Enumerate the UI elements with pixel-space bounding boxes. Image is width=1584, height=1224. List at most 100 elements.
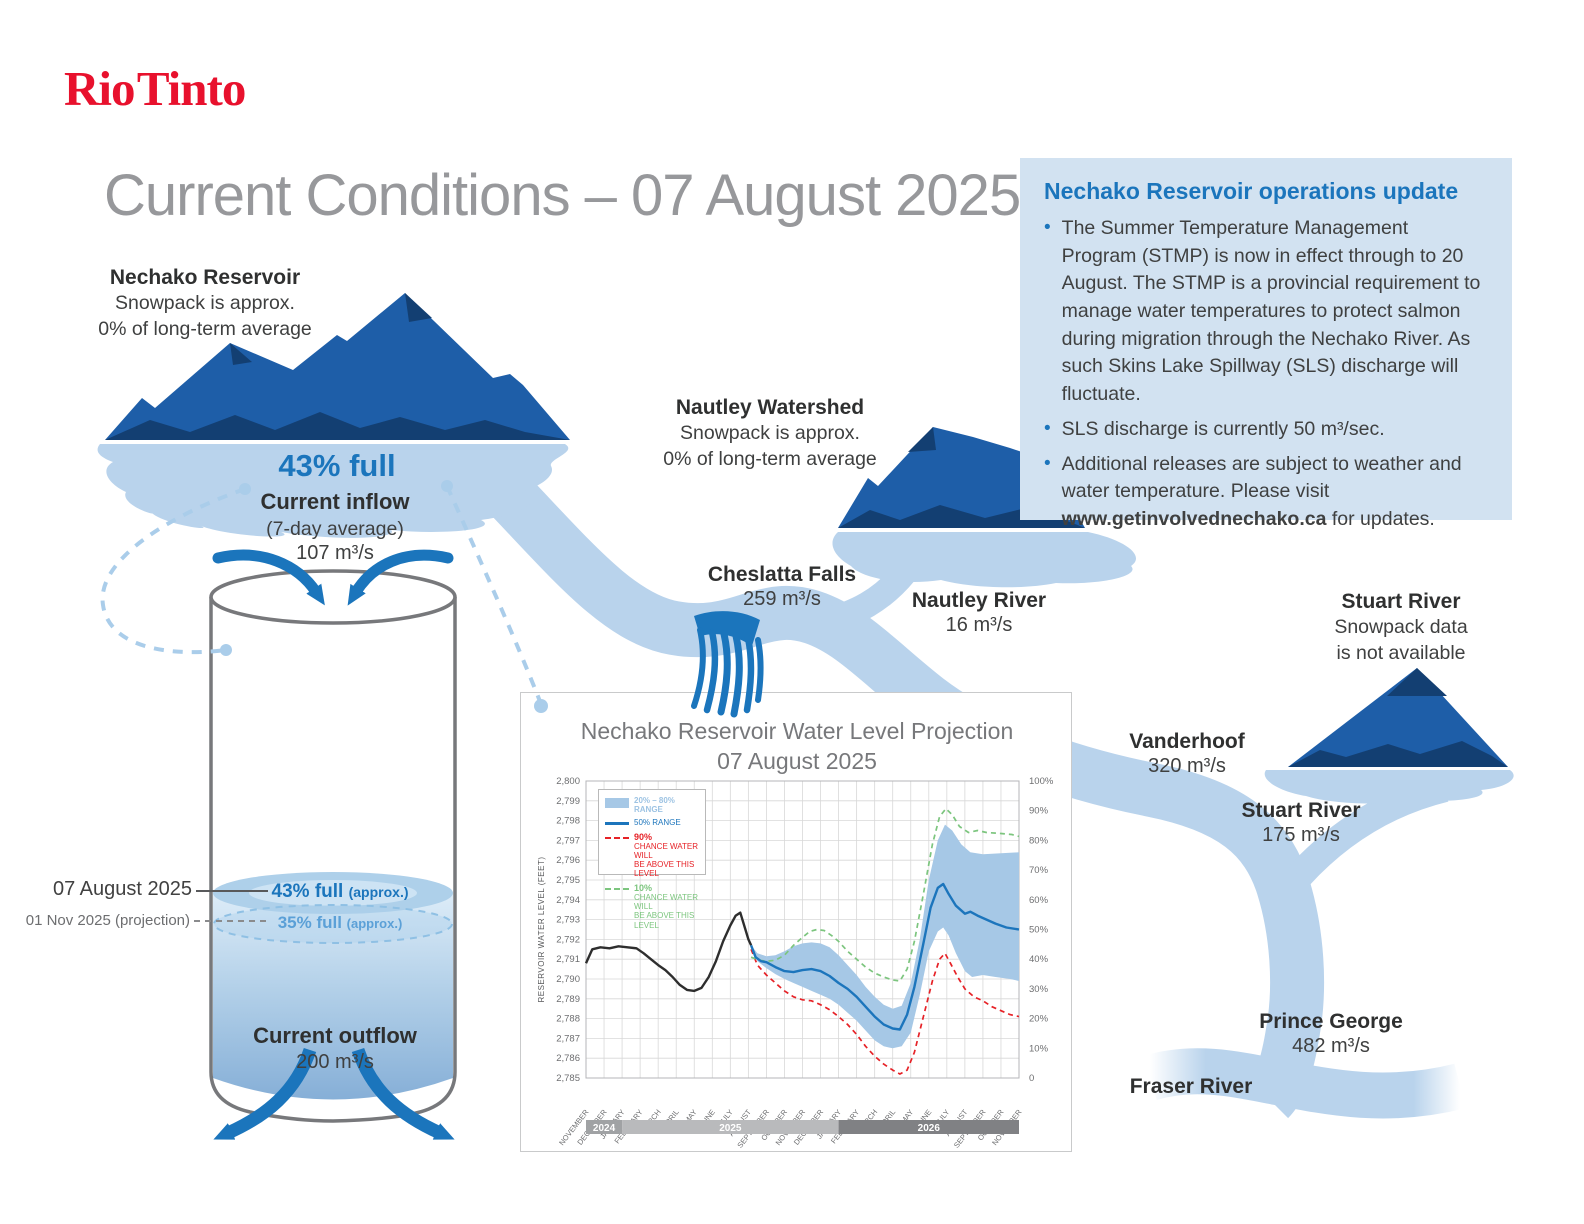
svg-text:0: 0: [1029, 1073, 1034, 1084]
svg-text:70%: 70%: [1029, 865, 1049, 876]
bullet-dot-icon: •: [1044, 217, 1051, 238]
svg-text:2026: 2026: [918, 1123, 941, 1134]
svg-text:2,789: 2,789: [556, 994, 580, 1005]
vanderhoof-value: 320 m³/s: [1148, 755, 1226, 778]
stuart-watershed-label: Stuart River Snowpack data is not availa…: [1271, 588, 1531, 666]
svg-text:50%: 50%: [1029, 925, 1049, 936]
legend-p90-sub2: BE ABOVE THIS LEVEL: [634, 860, 695, 879]
legend-p90-label: 90% CHANCE WATER WILL BE ABOVE THIS LEVE…: [634, 832, 700, 879]
nautley-snowpack-line2: 0% of long-term average: [663, 447, 877, 470]
nechako-mountain-icon: [105, 293, 570, 440]
svg-text:2,791: 2,791: [556, 954, 580, 965]
svg-text:40%: 40%: [1029, 954, 1049, 965]
inflow-value: 107 m³/s: [296, 541, 374, 564]
svg-text:80%: 80%: [1029, 835, 1049, 846]
svg-text:2,790: 2,790: [556, 974, 580, 985]
svg-text:100%: 100%: [1029, 776, 1054, 787]
prince-george-label: Prince George 482 m³/s: [1211, 1008, 1451, 1058]
legend-p10-sub1: CHANCE WATER WILL: [634, 893, 698, 912]
outflow-value: 200 m³/s: [296, 1050, 374, 1073]
update-bullet-3-suffix: for updates.: [1326, 507, 1435, 530]
water-level-chart: 2,785 2,786 2,787 2,788 2,789 2,790 2,791 2,792…: [537, 776, 1054, 1150]
inflow-subtitle: (7-day average): [266, 517, 404, 540]
nautley-lake-icon: [832, 532, 1137, 588]
water-level-projection-chart-panel: Nechako Reservoir Water Level Projection…: [520, 692, 1072, 1152]
chart-title-line1: Nechako Reservoir Water Level Projection: [580, 718, 1014, 744]
operations-update-box: Nechako Reservoir operations update • Th…: [1020, 158, 1512, 530]
bullet-dot-icon: •: [1044, 452, 1051, 474]
tank-projected-level: 35% full (approx.): [278, 913, 403, 933]
svg-text:2,796: 2,796: [556, 855, 580, 866]
svg-text:2,794: 2,794: [556, 895, 580, 906]
nautley-river-name: Nautley River: [911, 589, 1047, 612]
reservoir-fill-status: 43% full: [278, 448, 396, 483]
chart-title: Nechako Reservoir Water Level Projection…: [521, 717, 1073, 777]
nautley-river-label: Nautley River 16 m³/s: [869, 587, 1089, 637]
svg-text:10%: 10%: [1029, 1043, 1049, 1054]
page-title: Current Conditions – 07 August 2025: [104, 163, 1021, 228]
nechako-snowpack-line1: Snowpack is approx.: [115, 292, 295, 315]
legend-p10-label: 10% CHANCE WATER WILL BE ABOVE THIS LEVE…: [634, 883, 700, 930]
legend-p90-sub1: CHANCE WATER WILL: [634, 841, 698, 861]
current-inflow-label: Current inflow (7-day average) 107 m³/s: [185, 488, 485, 565]
legend-p10-head: 10%: [634, 882, 653, 893]
svg-text:2,792: 2,792: [556, 934, 580, 945]
nechako-reservoir-name: Nechako Reservoir: [109, 266, 301, 289]
update-bullet-2-text: SLS discharge is currently 50 m³/sec.: [1061, 417, 1385, 440]
legend-item-p90: 90% CHANCE WATER WILL BE ABOVE THIS LEVE…: [605, 832, 700, 879]
nautley-watershed-name: Nautley Watershed: [675, 396, 865, 419]
prince-george-name: Prince George: [1259, 1010, 1403, 1033]
update-box-title: Nechako Reservoir operations update: [1044, 178, 1459, 204]
range-swatch-icon: [605, 798, 629, 808]
fraser-river-label: Fraser River: [1129, 1075, 1253, 1098]
tank-current-level-note: (approx.): [348, 884, 409, 900]
svg-text:2,788: 2,788: [556, 1014, 580, 1025]
legend-item-median: 50% RANGE: [605, 818, 700, 827]
svg-text:2,787: 2,787: [556, 1033, 580, 1044]
chart-legend: 20% – 80% RANGE 50% RANGE 90% CHANCE WAT…: [598, 789, 706, 930]
prince-george-value: 482 m³/s: [1292, 1035, 1370, 1058]
svg-text:30%: 30%: [1029, 984, 1049, 995]
svg-text:RESERVOIR WATER LEVEL (FEET): RESERVOIR WATER LEVEL (FEET): [537, 856, 546, 1002]
svg-text:2,785: 2,785: [556, 1073, 580, 1084]
vanderhoof-label: Vanderhoof 320 m³/s: [1077, 728, 1297, 778]
legend-p90-head: 90%: [634, 831, 653, 842]
update-bullet-3: • Additional releases are subject to wea…: [1044, 451, 1488, 534]
legend-item-p10: 10% CHANCE WATER WILL BE ABOVE THIS LEVE…: [605, 883, 700, 930]
nautley-snowpack-line1: Snowpack is approx.: [680, 422, 860, 445]
update-bullet-3-text: Additional releases are subject to weath…: [1062, 451, 1488, 534]
stuart-mountain-icon: [1288, 668, 1508, 767]
svg-text:2025: 2025: [719, 1123, 742, 1134]
outflow-arrows-icon: [213, 1047, 455, 1140]
nautley-river-value: 16 m³/s: [945, 614, 1013, 637]
rio-tinto-logo: Rio Tinto: [64, 61, 246, 116]
svg-text:20%: 20%: [1029, 1014, 1049, 1025]
cheslatta-name: Cheslatta Falls: [707, 563, 857, 586]
update-bullet-2: • SLS discharge is currently 50 m³/sec.: [1044, 416, 1488, 444]
p10-swatch-icon: [605, 885, 629, 890]
stuart-lake-icon: [1264, 770, 1514, 804]
update-bullet-1-text: The Summer Temperature Management Progra…: [1061, 217, 1481, 406]
svg-text:60%: 60%: [1029, 895, 1049, 906]
legend-p10-sub2: BE ABOVE THIS LEVEL: [634, 911, 695, 930]
stuart-watershed-name: Stuart River: [1341, 590, 1461, 613]
water-surface-35-icon: [213, 904, 453, 944]
update-bullet-3-prefix: Additional releases are subject to weath…: [1061, 452, 1462, 503]
stuart-river-name: Stuart River: [1241, 799, 1361, 822]
p90-swatch-icon: [605, 834, 629, 839]
svg-text:90%: 90%: [1029, 806, 1049, 817]
chart-title-line2: 07 August 2025: [717, 747, 877, 774]
legend-range-label: 20% – 80% RANGE: [634, 796, 675, 815]
tank-projection-label: 01 Nov 2025 (projection): [25, 912, 190, 929]
tank-date-label: 07 August 2025: [52, 878, 192, 900]
tank-projected-level-value: 35% full: [277, 913, 342, 932]
svg-text:2,800: 2,800: [556, 776, 580, 787]
tank-projected-level-note: (approx.): [346, 916, 403, 931]
stuart-snowpack-line1: Snowpack data: [1334, 616, 1468, 639]
current-outflow-label: Current outflow 200 m³/s: [185, 1022, 485, 1074]
tank-current-level-value: 43% full: [271, 881, 344, 902]
stuart-snowpack-line2: is not available: [1336, 641, 1466, 664]
tank-current-level: 43% full (approx.): [272, 881, 409, 903]
nechako-website-link[interactable]: www.getinvolvednechako.ca: [1061, 507, 1327, 530]
